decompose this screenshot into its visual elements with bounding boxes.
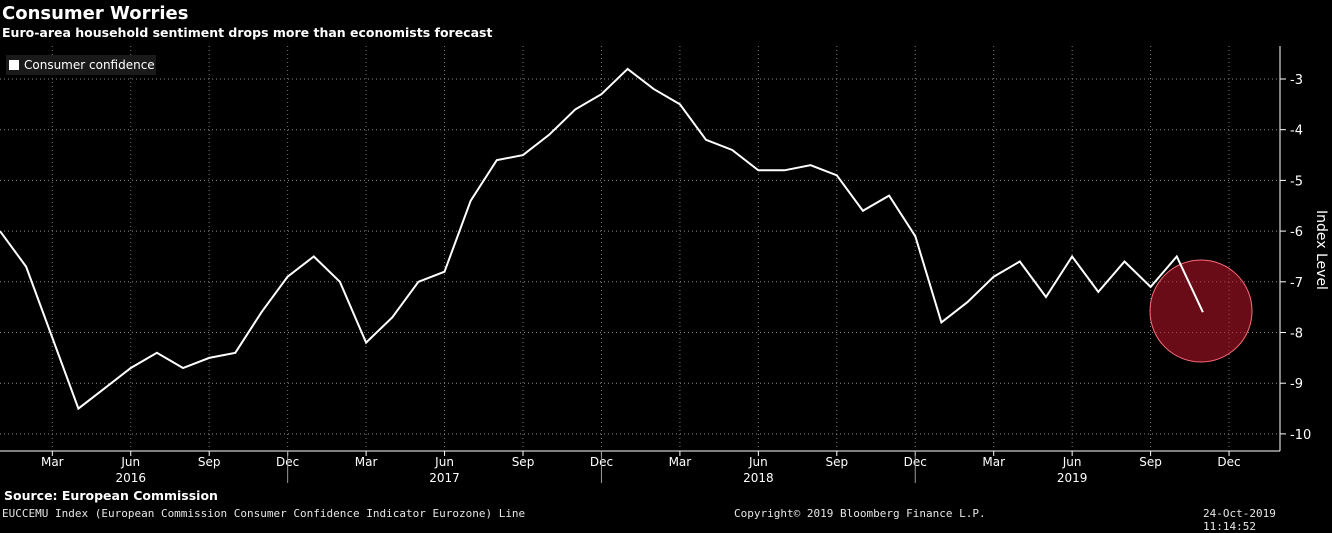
legend: Consumer confidence (6, 55, 156, 75)
year-label: 2018 (743, 471, 774, 485)
highlight-circle (1150, 260, 1252, 362)
year-label: 2019 (1057, 471, 1088, 485)
y-tick-label: -9 (1290, 377, 1303, 392)
y-tick-label: -6 (1290, 225, 1303, 240)
x-tick-label: Jun (748, 455, 768, 469)
year-label: 2016 (115, 471, 146, 485)
x-tick-label: Jun (434, 455, 454, 469)
x-tick-label: Sep (512, 455, 535, 469)
year-label: 2017 (429, 471, 460, 485)
x-tick-label: Mar (669, 455, 692, 469)
copyright-text: Copyright© 2019 Bloomberg Finance L.P. (734, 507, 986, 520)
y-tick-label: -3 (1290, 73, 1303, 88)
x-tick-label: Jun (1062, 455, 1082, 469)
x-tick-label: Sep (1139, 455, 1162, 469)
y-tick-label: -4 (1290, 124, 1303, 139)
x-tick-label: Dec (1217, 455, 1240, 469)
x-tick-label: Sep (825, 455, 848, 469)
x-tick-label: Mar (355, 455, 378, 469)
line-chart: -3 -4 -5 -6 -7 -8 -9 -10 Index Level Mar Jun Sep Dec… (0, 0, 1332, 522)
legend-label: Consumer confidence (24, 58, 155, 72)
y-tick-label: -8 (1290, 327, 1303, 342)
source-note: Source: European Commission (4, 488, 218, 503)
y-axis-label: Index Level (1313, 210, 1329, 290)
x-tick-label: Mar (982, 455, 1005, 469)
y-tick-label: -5 (1290, 174, 1303, 189)
x-tick-label: Jun (120, 455, 140, 469)
index-description: EUCCEMU Index (European Commission Consu… (2, 507, 525, 520)
timestamp: 24-Oct-2019 11:14:52 (1203, 507, 1332, 533)
legend-swatch (9, 60, 19, 70)
x-tick-label: Sep (198, 455, 221, 469)
y-tick-label: -10 (1290, 428, 1311, 443)
y-tick-label: -7 (1290, 276, 1303, 291)
x-tick-label: Mar (41, 455, 64, 469)
